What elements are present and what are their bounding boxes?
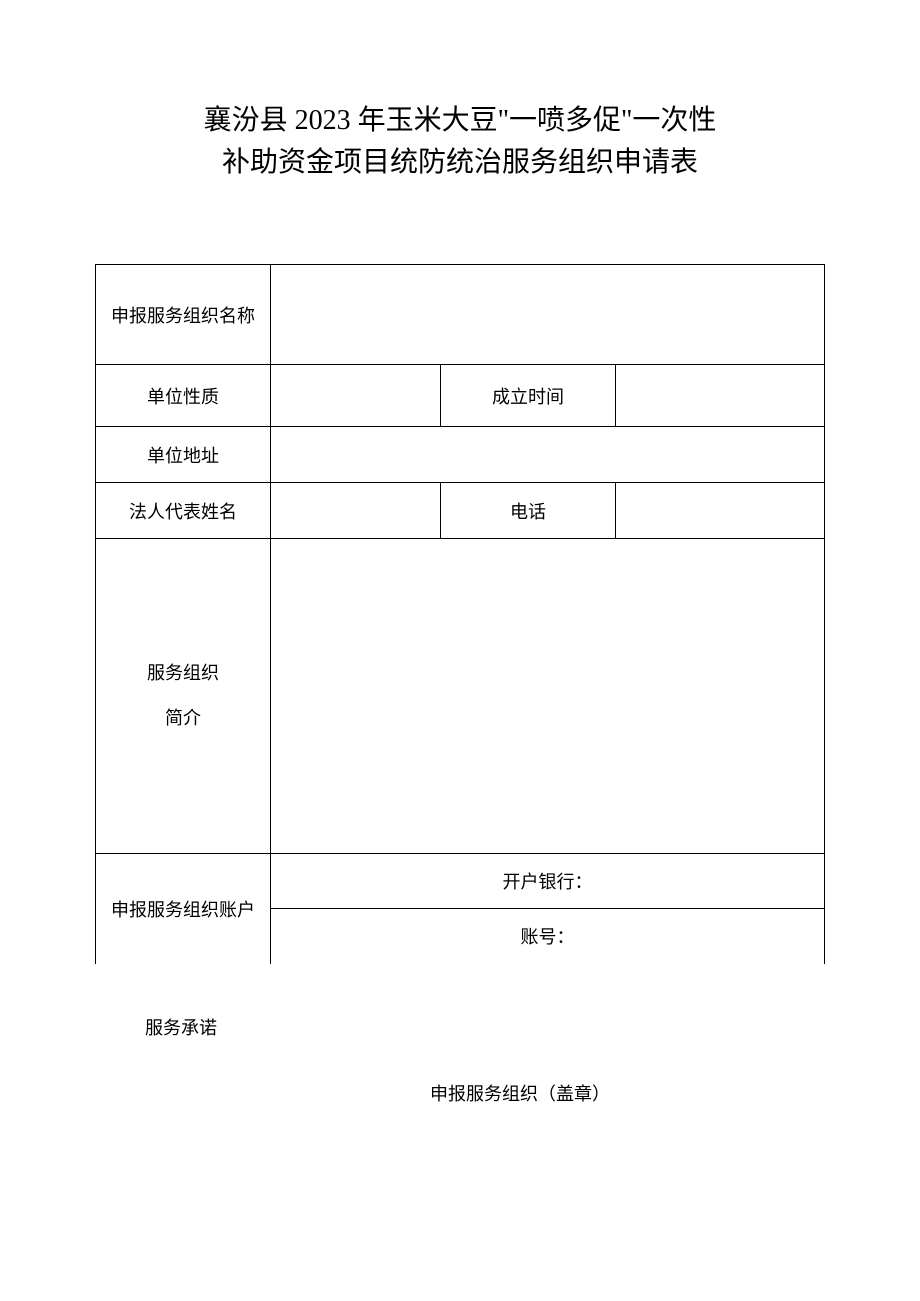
label-unit-nature: 单位性质 xyxy=(96,365,271,427)
value-org-intro[interactable] xyxy=(271,539,825,854)
label-org-name: 申报服务组织名称 xyxy=(96,265,271,365)
bank-prefix: 开户银行： xyxy=(503,872,593,892)
value-phone[interactable] xyxy=(616,483,825,539)
title-line-1: 襄汾县 2023 年玉米大豆"一喷多促"一次性 xyxy=(204,105,717,136)
label-bank[interactable]: 开户银行： xyxy=(271,854,825,909)
application-form-table: 申报服务组织名称 单位性质 成立时间 单位地址 法人代表姓名 电话 服务组织 简… xyxy=(95,264,825,964)
label-phone: 电话 xyxy=(441,483,616,539)
label-org-account: 申报服务组织账户 xyxy=(96,854,271,964)
value-unit-address[interactable] xyxy=(271,427,825,483)
value-unit-nature[interactable] xyxy=(271,365,441,427)
account-prefix: 账号： xyxy=(521,927,575,947)
label-account-no[interactable]: 账号： xyxy=(271,909,825,964)
org-intro-line2: 简介 xyxy=(165,708,201,728)
label-establish-time: 成立时间 xyxy=(441,365,616,427)
label-legal-rep: 法人代表姓名 xyxy=(96,483,271,539)
title-line-2: 补助资金项目统防统治服务组织申请表 xyxy=(222,147,698,178)
label-stamp: 申报服务组织（盖章） xyxy=(215,1080,825,1106)
label-org-intro: 服务组织 简介 xyxy=(96,539,271,854)
value-legal-rep[interactable] xyxy=(271,483,441,539)
label-commitment: 服务承诺 xyxy=(145,1014,825,1040)
org-intro-line1: 服务组织 xyxy=(147,663,219,683)
form-title: 襄汾县 2023 年玉米大豆"一喷多促"一次性 补助资金项目统防统治服务组织申请… xyxy=(95,100,825,184)
value-establish-time[interactable] xyxy=(616,365,825,427)
commitment-section: 服务承诺 申报服务组织（盖章） xyxy=(95,1014,825,1106)
value-org-name[interactable] xyxy=(271,265,825,365)
label-unit-address: 单位地址 xyxy=(96,427,271,483)
